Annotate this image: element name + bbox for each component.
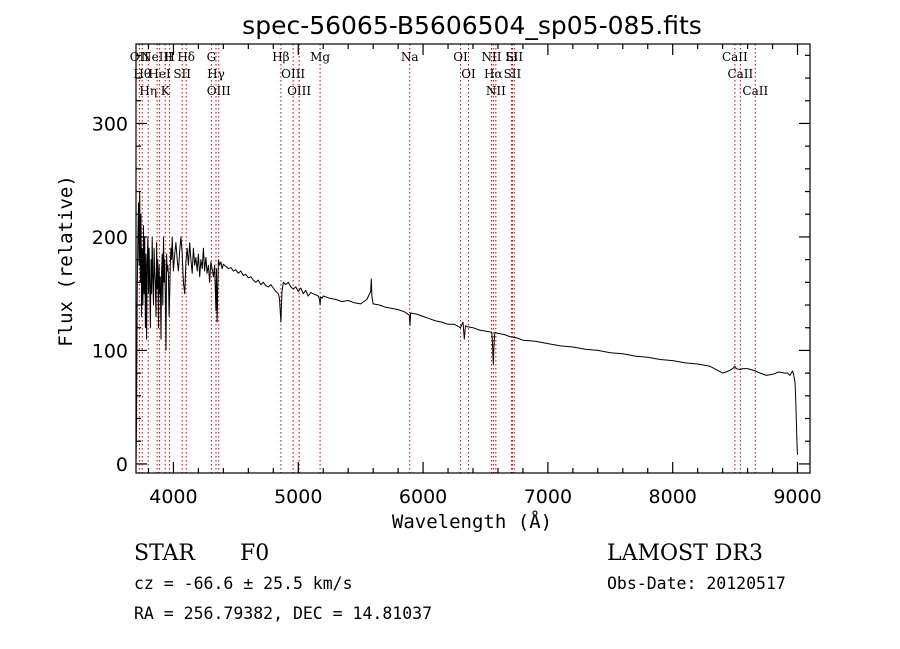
- x-tick-label: 5000: [274, 486, 322, 508]
- coordinates: RA = 256.79382, DEC = 14.81037: [134, 604, 432, 623]
- spectral-line-label: Hγ: [207, 67, 225, 81]
- chart-title: spec-56065-B5606504_sp05-085.fits: [242, 11, 702, 40]
- spectral-line-label: SII: [504, 67, 522, 81]
- y-tick-label: 300: [92, 113, 128, 135]
- spectral-line-label: Hβ: [272, 50, 289, 64]
- survey-name: LAMOST DR3: [607, 541, 763, 566]
- spectral-line-label: NII: [486, 84, 506, 98]
- x-axis-label: Wavelength (Å): [392, 510, 552, 533]
- x-tick-label: 4000: [149, 486, 197, 508]
- obs-date: Obs-Date: 20120517: [607, 574, 786, 593]
- spectral-line-label: Mg: [310, 50, 330, 64]
- spectral-line-label: SII: [173, 67, 191, 81]
- spectral-line-label: K: [161, 84, 171, 98]
- emission-lines: [138, 44, 756, 473]
- spectral-line-label: OIII: [281, 67, 305, 81]
- spectrum-series-line: [135, 191, 798, 464]
- axis-tick-labels: 4000 5000 6000 7000 8000 9000 0 100 200 300: [92, 113, 822, 508]
- spectral-line-label: HeI: [148, 67, 171, 81]
- plot-frame: [135, 43, 811, 474]
- spectral-line-label: OI: [461, 67, 476, 81]
- spectral-line-label: CaII: [727, 67, 753, 81]
- y-axis-label: Flux (relative): [55, 175, 77, 347]
- object-class: STAR: [134, 541, 196, 566]
- y-tick-label: 100: [92, 340, 128, 362]
- spectral-line-label: OIII: [207, 84, 231, 98]
- spectral-line-label: Hδ: [177, 50, 195, 64]
- spectral-line-label: H: [164, 50, 174, 64]
- spectral-line-label: G: [207, 50, 217, 64]
- spectral-line-label: Hα: [484, 67, 503, 81]
- x-tick-label: 9000: [773, 486, 821, 508]
- spectral-line-label: NeIII: [141, 50, 173, 64]
- object-subclass: F0: [240, 541, 269, 566]
- spectral-line-label: OII: [130, 50, 150, 64]
- x-tick-label: 6000: [399, 486, 447, 508]
- x-tick-label: 7000: [524, 486, 572, 508]
- x-tick-label: 8000: [649, 486, 697, 508]
- y-tick-label: 0: [116, 454, 128, 476]
- spectral-line-label: SII: [505, 50, 523, 64]
- spectral-line-label: CaII: [722, 50, 748, 64]
- spectral-line-label: OIII: [287, 84, 311, 98]
- redshift-readout: cz = -66.6 ± 25.5 km/s: [134, 574, 353, 593]
- y-tick-label: 200: [92, 227, 128, 249]
- spectral-line-label: Na: [401, 50, 419, 64]
- spectral-line-label: Hη: [139, 84, 157, 98]
- spectral-line-label: CaII: [742, 84, 768, 98]
- axis-ticks: [136, 44, 810, 473]
- spectral-line-label: OI: [453, 50, 468, 64]
- spectral-line-label: Li: [506, 50, 518, 64]
- spectral-line-label: NII: [481, 50, 501, 64]
